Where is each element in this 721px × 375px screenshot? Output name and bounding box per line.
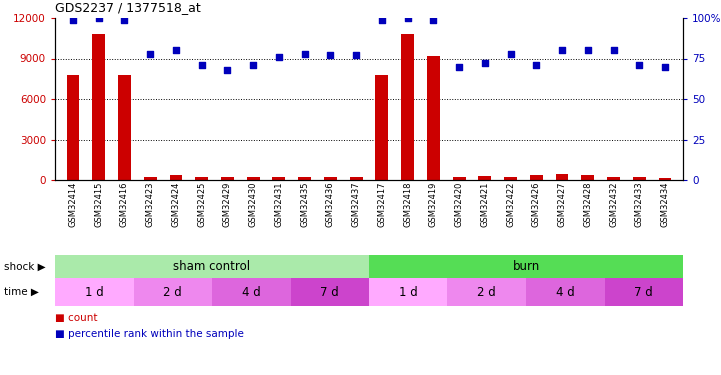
Point xyxy=(557,47,568,53)
Text: 1 d: 1 d xyxy=(85,285,104,298)
Point xyxy=(582,47,593,53)
Point xyxy=(350,52,362,58)
Point xyxy=(119,16,131,22)
Bar xyxy=(453,177,466,180)
Bar xyxy=(169,175,182,180)
Bar xyxy=(350,177,363,180)
Point xyxy=(67,16,79,22)
Text: GDS2237 / 1377518_at: GDS2237 / 1377518_at xyxy=(55,1,200,14)
Text: 2 d: 2 d xyxy=(477,285,496,298)
Point xyxy=(170,47,182,53)
Text: 7 d: 7 d xyxy=(634,285,653,298)
Point xyxy=(221,67,233,73)
Bar xyxy=(324,177,337,180)
Text: shock ▶: shock ▶ xyxy=(4,261,45,272)
Text: 4 d: 4 d xyxy=(556,285,575,298)
Bar xyxy=(66,75,79,180)
Point xyxy=(299,51,311,57)
Bar xyxy=(247,177,260,180)
Point xyxy=(324,52,336,58)
Point xyxy=(634,62,645,68)
Text: 1 d: 1 d xyxy=(399,285,417,298)
Bar xyxy=(633,177,646,180)
Bar xyxy=(273,177,286,180)
Bar xyxy=(556,174,568,180)
Point xyxy=(454,64,465,70)
Point xyxy=(273,54,285,60)
Text: 4 d: 4 d xyxy=(242,285,260,298)
Bar xyxy=(581,175,594,180)
Text: time ▶: time ▶ xyxy=(4,287,39,297)
Point xyxy=(93,15,105,21)
Point xyxy=(608,47,619,53)
Text: ■ percentile rank within the sample: ■ percentile rank within the sample xyxy=(55,329,244,339)
Bar xyxy=(143,177,156,180)
Point xyxy=(376,16,388,22)
Bar xyxy=(427,56,440,180)
Point xyxy=(247,62,259,68)
Point xyxy=(402,15,413,21)
Bar xyxy=(658,178,671,180)
Bar xyxy=(221,177,234,180)
Bar xyxy=(195,177,208,180)
Point xyxy=(479,60,490,66)
Bar xyxy=(607,177,620,180)
Text: sham control: sham control xyxy=(174,260,251,273)
Point xyxy=(659,64,671,70)
Bar xyxy=(479,176,491,180)
Bar xyxy=(401,34,414,180)
Point xyxy=(196,62,208,68)
Bar xyxy=(118,75,131,180)
Point xyxy=(144,51,156,57)
Point xyxy=(428,16,439,22)
Bar xyxy=(530,175,543,180)
Text: ■ count: ■ count xyxy=(55,313,97,323)
Bar xyxy=(376,75,389,180)
Text: burn: burn xyxy=(513,260,539,273)
Point xyxy=(531,62,542,68)
Text: 7 d: 7 d xyxy=(320,285,339,298)
Bar xyxy=(92,34,105,180)
Point xyxy=(505,51,516,57)
Bar xyxy=(298,177,311,180)
Bar xyxy=(504,177,517,180)
Text: 2 d: 2 d xyxy=(164,285,182,298)
